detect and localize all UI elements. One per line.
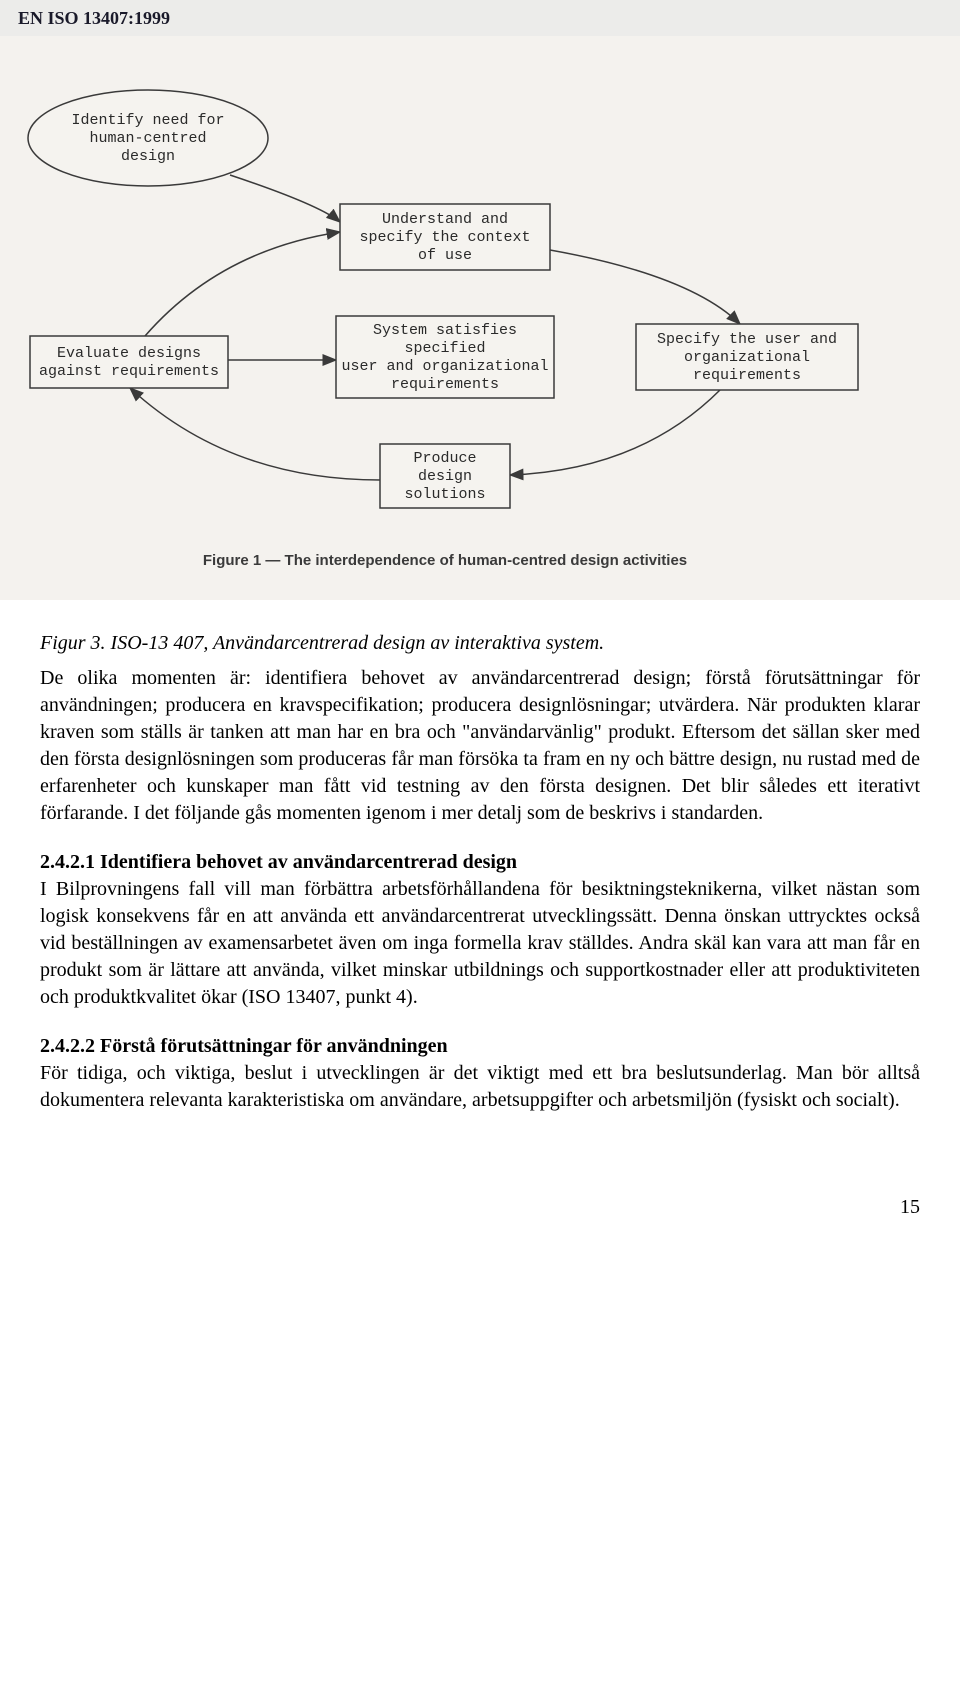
- node-satisfies-l4: requirements: [391, 376, 499, 393]
- node-evaluate-l2: against requirements: [39, 363, 219, 380]
- node-identify-l3: design: [121, 148, 175, 165]
- intro-paragraph: De olika momenten är: identifiera behove…: [40, 665, 920, 827]
- node-specify-l3: requirements: [693, 367, 801, 384]
- diagram-header: EN ISO 13407:1999: [18, 8, 170, 28]
- node-identify-l1: Identify need for: [71, 112, 224, 129]
- text-content: Figur 3. ISO-13 407, Användarcentrerad d…: [0, 600, 960, 1166]
- node-satisfies-l2: specified: [404, 340, 485, 357]
- hcd-diagram: EN ISO 13407:1999 Identify need for huma…: [0, 0, 960, 600]
- section-2422-heading: 2.4.2.2 Förstå förutsättningar för använ…: [40, 1033, 920, 1060]
- node-identify-l2: human-centred: [89, 130, 206, 147]
- section-2421-body: I Bilprovningens fall vill man förbättra…: [40, 876, 920, 1011]
- node-understand-l3: of use: [418, 247, 472, 264]
- node-satisfies-l1: System satisfies: [373, 322, 517, 339]
- node-specify-l2: organizational: [684, 349, 810, 366]
- node-specify-l1: Specify the user and: [657, 331, 837, 348]
- node-produce-l3: solutions: [404, 486, 485, 503]
- node-evaluate: [30, 336, 228, 388]
- page-number: 15: [0, 1196, 960, 1219]
- page: EN ISO 13407:1999 Identify need for huma…: [0, 0, 960, 1219]
- node-understand-l1: Understand and: [382, 211, 508, 228]
- section-2421-heading: 2.4.2.1 Identifiera behovet av användarc…: [40, 849, 920, 876]
- node-produce-l2: design: [418, 468, 472, 485]
- node-evaluate-l1: Evaluate designs: [57, 345, 201, 362]
- node-produce-l1: Produce: [413, 450, 476, 467]
- node-satisfies-l3: user and organizational: [341, 358, 548, 375]
- diagram-inner-caption: Figure 1 — The interdependence of human-…: [203, 552, 687, 569]
- diagram-container: EN ISO 13407:1999 Identify need for huma…: [0, 0, 960, 600]
- node-understand-l2: specify the context: [359, 229, 530, 246]
- figure-caption: Figur 3. ISO-13 407, Användarcentrerad d…: [40, 630, 920, 657]
- section-2422-body: För tidiga, och viktiga, beslut i utveck…: [40, 1060, 920, 1114]
